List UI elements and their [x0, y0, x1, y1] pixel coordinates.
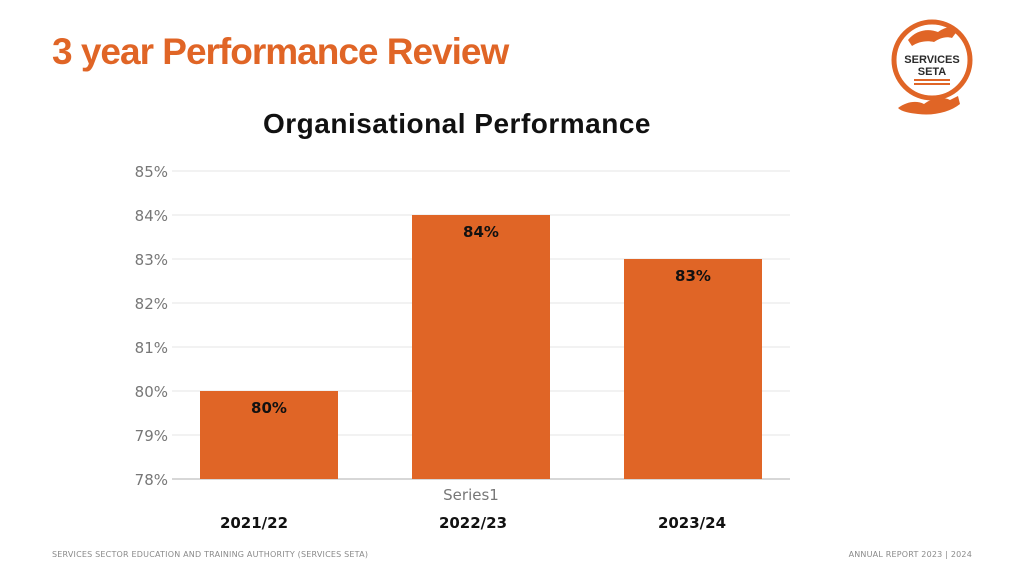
y-tick-label: 80%	[135, 383, 168, 401]
logo-text-line1: SERVICES	[904, 54, 959, 66]
data-label: 80%	[251, 399, 287, 417]
bar	[200, 391, 338, 479]
services-seta-logo: SERVICES SETA	[891, 19, 973, 115]
y-tick-label: 79%	[135, 427, 168, 445]
x-tick-label: 2021/22	[220, 514, 288, 532]
y-tick-label: 84%	[135, 207, 168, 225]
y-tick-label: 81%	[135, 339, 168, 357]
footer-organisation: SERVICES SECTOR EDUCATION AND TRAINING A…	[52, 550, 369, 559]
x-tick-label: 2023/24	[658, 514, 726, 532]
logo-text-line2: SETA	[918, 66, 947, 78]
y-tick-label: 82%	[135, 295, 168, 313]
y-tick-label: 85%	[135, 163, 168, 181]
data-label: 83%	[675, 267, 711, 285]
logo-stripe	[914, 83, 950, 85]
bar	[412, 215, 550, 479]
chart-title: Organisational Performance	[262, 108, 651, 139]
hand-bottom-icon	[898, 96, 960, 115]
y-tick-label: 83%	[135, 251, 168, 269]
footer-report: ANNUAL REPORT 2023 | 2024	[848, 550, 972, 559]
bar	[624, 259, 762, 479]
logo-stripe	[914, 79, 950, 81]
x-axis-title: Series1	[443, 486, 499, 504]
logo-ring	[891, 19, 973, 101]
page-title: 3 year Performance Review	[52, 31, 509, 72]
y-tick-label: 78%	[135, 471, 168, 489]
data-label: 84%	[463, 223, 499, 241]
hand-top-icon	[908, 27, 958, 46]
x-tick-label: 2022/23	[439, 514, 507, 532]
